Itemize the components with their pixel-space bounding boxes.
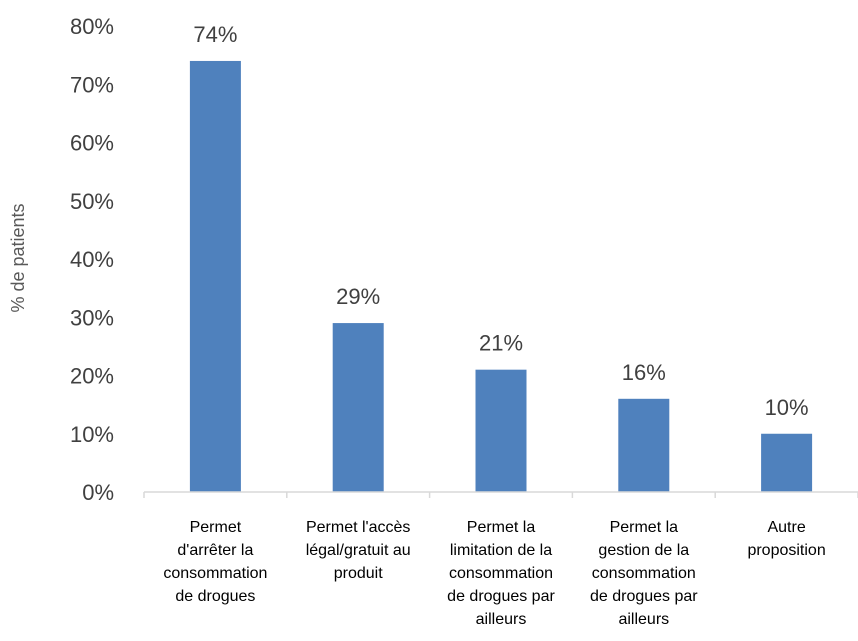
bar-data-label: 16% xyxy=(622,360,666,385)
y-tick-label: 70% xyxy=(70,72,114,97)
x-category-label: Permet l'accès légal/gratuit au produit xyxy=(306,519,411,582)
data-labels: 74% 29% 21% 16% 10% xyxy=(193,22,808,420)
x-category-label-line: ailleurs xyxy=(476,611,527,628)
y-tick-label: 40% xyxy=(70,247,114,272)
bar xyxy=(618,398,670,492)
x-category-label-line: Autre xyxy=(767,519,805,536)
x-category-label-line: Permet la xyxy=(610,519,679,536)
x-category-label-line: Permet l'accès xyxy=(306,519,410,536)
x-category-label-line: consommation xyxy=(163,565,267,582)
bar xyxy=(332,323,384,492)
x-category-label-line: consommation xyxy=(449,565,553,582)
x-category-label-line: de drogues xyxy=(175,588,255,605)
y-tick-label: 30% xyxy=(70,305,114,330)
x-category-label: Autre proposition xyxy=(747,519,825,559)
y-tick-label: 0% xyxy=(82,480,114,505)
x-axis xyxy=(143,491,858,498)
y-tick-label: 10% xyxy=(70,422,114,447)
x-category-label-line: ailleurs xyxy=(618,611,669,628)
y-axis: 0% 10% 20% 30% 40% 50% 60% 70% 80% xyxy=(70,14,114,505)
bars xyxy=(189,60,813,492)
x-category-label-line: légal/gratuit au xyxy=(306,542,411,559)
y-axis-title: % de patients xyxy=(8,203,28,312)
bar xyxy=(189,60,241,492)
x-category-label: Permet la gestion de la consommation de dro… xyxy=(590,519,698,628)
bar-data-label: 74% xyxy=(193,22,237,47)
y-tick-label: 20% xyxy=(70,364,114,389)
bar-data-label: 21% xyxy=(479,331,523,356)
x-category-label-line: proposition xyxy=(747,542,825,559)
y-tick-label: 50% xyxy=(70,189,114,214)
bar xyxy=(475,369,527,492)
x-category-label: Permet la limitation de la consommation de … xyxy=(447,519,555,628)
x-category-label: Permet d'arrêter la consommation de drogues xyxy=(163,519,267,605)
x-category-label-line: limitation de la xyxy=(450,542,552,559)
x-category-label-line: consommation xyxy=(592,565,696,582)
bar-data-label: 29% xyxy=(336,284,380,309)
x-category-label-line: Permet la xyxy=(467,519,536,536)
y-tick-label: 60% xyxy=(70,131,114,156)
x-category-label-line: gestion de la xyxy=(598,542,689,559)
x-category-label-line: produit xyxy=(334,565,383,582)
x-category-label-line: Permet xyxy=(190,519,242,536)
x-axis-category-labels: Permet d'arrêter la consommation de drogues… xyxy=(163,519,825,628)
x-category-label-line: de drogues par xyxy=(590,588,698,605)
bar xyxy=(761,433,813,492)
bar-data-label: 10% xyxy=(765,395,809,420)
x-category-label-line: d'arrêter la xyxy=(177,542,253,559)
y-tick-label: 80% xyxy=(70,14,114,39)
x-category-label-line: de drogues par xyxy=(447,588,555,605)
